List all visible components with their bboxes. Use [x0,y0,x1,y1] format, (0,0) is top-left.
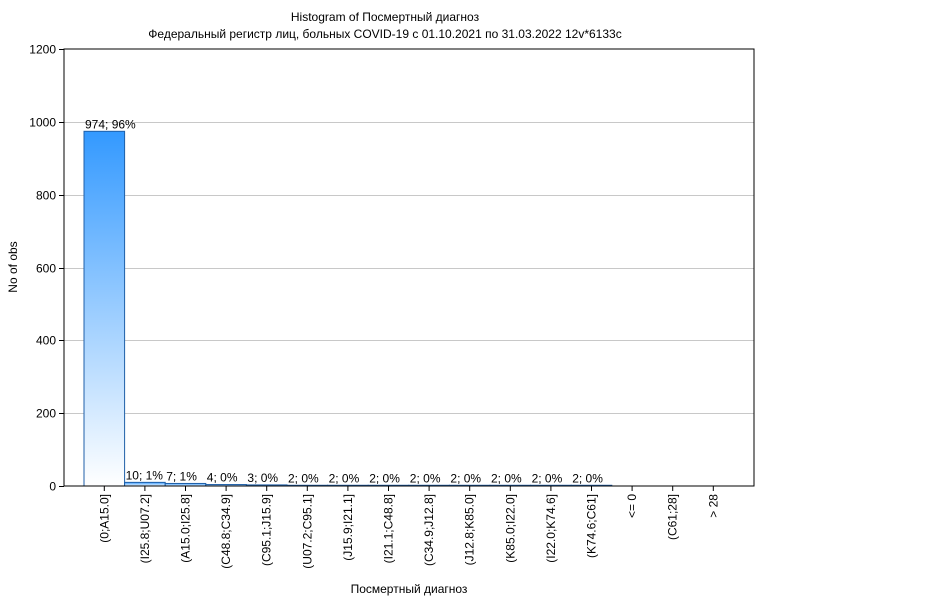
plot-frame [63,48,755,487]
bar-data-label: 2; 0% [410,471,441,485]
bar-data-label: 2; 0% [369,471,400,485]
x-axis: (0;A15.0] (I25.8;U07.2] (A15.0;I25.8] (C48.… [97,486,720,569]
x-tick-label: (C95.1;J15.9] [260,494,274,566]
y-tick-label: 600 [36,262,56,276]
bars-layer [83,130,613,487]
bar-data-label: 974; 96% [85,117,136,131]
histogram-bar [124,481,166,487]
grid-layer [64,122,754,414]
x-tick-label: (I22.0;K74.6] [544,494,558,563]
y-tick-label: 1000 [29,116,56,130]
x-tick-label: (C61;28] [666,494,680,540]
bar-data-label: 3; 0% [247,471,278,485]
y-tick-label: 200 [36,407,56,421]
histogram-bar [83,130,126,487]
y-tick-label: 0 [49,480,56,494]
x-tick-label: (A15.0;I25.8] [179,494,193,563]
chart-title: Histogram of Посмертный диагноз [291,10,480,24]
y-tick-label: 400 [36,334,56,348]
data-labels: 974; 96% 10; 1% 7; 1% 4; 0% 3; 0% 2; 0% 2; 0% 2… [85,117,603,485]
bar-data-label: 2; 0% [532,471,563,485]
x-tick-label: (J15.9;I21.1] [341,494,355,561]
y-axis: 0 200 400 600 800 1000 1200 [29,43,64,494]
bar-data-label: 2; 0% [288,471,319,485]
y-axis-label: No of obs [6,241,20,292]
x-tick-label: (0;A15.0] [97,494,111,543]
x-axis-label: Посмертный диагноз [351,582,468,596]
x-tick-label: (C34.9;J12.8] [422,494,436,566]
bar-data-label: 7; 1% [166,469,197,483]
x-tick-label: (K74.6;C61] [585,494,599,558]
x-tick-label: (K85.0;I22.0] [503,494,517,563]
x-tick-label: (U07.2;C95.1] [300,494,314,569]
x-tick-label: > 28 [706,494,720,518]
chart-subtitle: Федеральный регистр лиц, больных COVID-1… [148,27,621,41]
bar-data-label: 4; 0% [207,471,238,485]
bar-data-label: 10; 1% [126,468,164,482]
y-tick-label: 800 [36,189,56,203]
x-tick-label: (I25.8;U07.2] [138,494,152,563]
bar-data-label: 2; 0% [491,471,522,485]
bar-data-label: 2; 0% [572,471,603,485]
x-tick-label: (J12.8;K85.0] [463,494,477,565]
bar-data-label: 2; 0% [329,471,360,485]
x-tick-label: (C48.8;C34.9] [219,494,233,569]
x-tick-label: <= 0 [625,494,639,518]
x-tick-label: (I21.1;C48.8] [382,494,396,563]
y-tick-label: 1200 [29,43,56,57]
bar-data-label: 2; 0% [450,471,481,485]
